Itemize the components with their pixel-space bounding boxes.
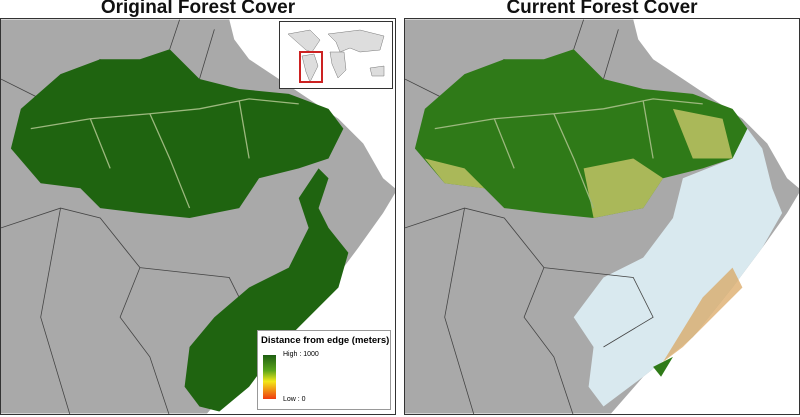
original-forest-panel: Original Forest Cover Distance from edge… [0,0,396,417]
current-forest-panel: Current Forest Cover [404,0,800,417]
legend: Distance from edge (meters) High : 1000 … [257,330,391,410]
region-box [299,51,323,83]
original-forest-map: Distance from edge (meters) High : 1000 … [0,18,396,415]
legend-gradient [263,355,276,399]
legend-title: Distance from edge (meters) [261,335,390,346]
current-forest-map [404,18,800,415]
world-locator-inset [279,21,393,89]
panel-title: Original Forest Cover [100,0,296,18]
panel-title: Current Forest Cover [506,0,698,18]
cleared-area [573,108,783,407]
legend-high: High : 1000 [283,351,319,358]
legend-low: Low : 0 [283,396,306,403]
